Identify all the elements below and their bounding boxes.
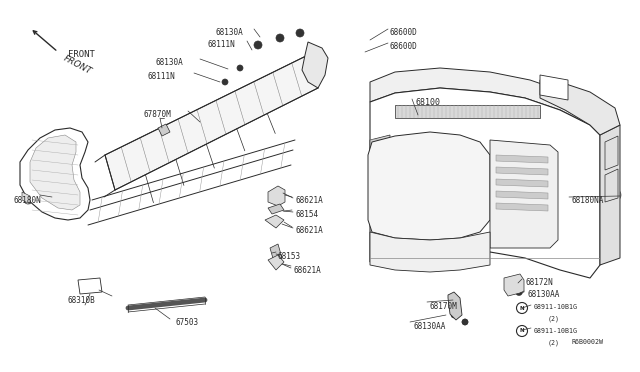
Polygon shape bbox=[268, 186, 285, 206]
Polygon shape bbox=[496, 167, 548, 175]
Polygon shape bbox=[30, 135, 80, 210]
Text: 08911-10B1G: 08911-10B1G bbox=[534, 304, 578, 310]
Text: N: N bbox=[520, 328, 524, 334]
Polygon shape bbox=[496, 203, 548, 211]
Text: 68153: 68153 bbox=[278, 252, 301, 261]
Text: 68130AA: 68130AA bbox=[527, 290, 559, 299]
Circle shape bbox=[24, 166, 32, 174]
Polygon shape bbox=[370, 135, 390, 215]
Circle shape bbox=[276, 34, 284, 42]
Polygon shape bbox=[504, 274, 524, 296]
Circle shape bbox=[451, 312, 457, 318]
Circle shape bbox=[385, 145, 475, 235]
Circle shape bbox=[482, 188, 498, 204]
Text: R6B0002W: R6B0002W bbox=[572, 339, 604, 345]
Text: 68180NA: 68180NA bbox=[572, 196, 604, 205]
Text: 68621A: 68621A bbox=[293, 266, 321, 275]
Text: (2): (2) bbox=[548, 339, 560, 346]
Text: 68621A: 68621A bbox=[295, 196, 323, 205]
Text: 68100: 68100 bbox=[415, 98, 440, 107]
Text: 68600D: 68600D bbox=[390, 42, 418, 51]
Polygon shape bbox=[540, 75, 568, 100]
Polygon shape bbox=[270, 244, 282, 262]
Polygon shape bbox=[268, 204, 284, 214]
Text: FRONT: FRONT bbox=[62, 54, 93, 76]
Text: 08911-10B1G: 08911-10B1G bbox=[534, 328, 578, 334]
Circle shape bbox=[462, 319, 468, 325]
Polygon shape bbox=[78, 278, 102, 294]
Text: 68111N: 68111N bbox=[148, 72, 176, 81]
Circle shape bbox=[254, 41, 262, 49]
Circle shape bbox=[395, 155, 465, 225]
Text: 68310B: 68310B bbox=[68, 296, 96, 305]
Circle shape bbox=[24, 196, 32, 204]
Polygon shape bbox=[20, 128, 90, 220]
Text: 68180N: 68180N bbox=[14, 196, 42, 205]
Circle shape bbox=[462, 319, 468, 325]
Polygon shape bbox=[496, 155, 548, 163]
Circle shape bbox=[296, 29, 304, 37]
Text: 68154: 68154 bbox=[295, 210, 318, 219]
Polygon shape bbox=[22, 192, 30, 204]
Polygon shape bbox=[605, 136, 618, 170]
Polygon shape bbox=[302, 42, 328, 88]
Polygon shape bbox=[105, 55, 318, 190]
Polygon shape bbox=[265, 215, 284, 228]
Text: 68130AA: 68130AA bbox=[413, 322, 445, 331]
Polygon shape bbox=[600, 125, 620, 265]
Text: 67503: 67503 bbox=[175, 318, 198, 327]
Polygon shape bbox=[540, 80, 620, 135]
Text: 67870M: 67870M bbox=[143, 110, 171, 119]
Circle shape bbox=[515, 289, 522, 295]
Text: 68170M: 68170M bbox=[430, 302, 458, 311]
Polygon shape bbox=[448, 292, 462, 320]
Text: FRONT: FRONT bbox=[68, 50, 95, 59]
Polygon shape bbox=[370, 88, 600, 278]
Polygon shape bbox=[368, 132, 490, 240]
Polygon shape bbox=[370, 68, 600, 135]
Text: 68621A: 68621A bbox=[295, 226, 323, 235]
Text: 68111N: 68111N bbox=[208, 40, 236, 49]
Text: 68130A: 68130A bbox=[215, 28, 243, 37]
Circle shape bbox=[484, 209, 496, 221]
Circle shape bbox=[609, 189, 621, 201]
Circle shape bbox=[516, 302, 527, 314]
Polygon shape bbox=[496, 191, 548, 199]
Text: 68600D: 68600D bbox=[390, 28, 418, 37]
Polygon shape bbox=[490, 140, 558, 248]
Circle shape bbox=[516, 326, 527, 337]
Circle shape bbox=[222, 79, 228, 85]
Polygon shape bbox=[268, 255, 284, 270]
Polygon shape bbox=[158, 124, 170, 136]
Text: 68172N: 68172N bbox=[525, 278, 553, 287]
Polygon shape bbox=[605, 169, 618, 202]
Text: (2): (2) bbox=[548, 315, 560, 321]
Circle shape bbox=[237, 65, 243, 71]
Polygon shape bbox=[395, 105, 540, 118]
Polygon shape bbox=[496, 179, 548, 187]
Text: N: N bbox=[520, 305, 524, 311]
Text: 68130A: 68130A bbox=[155, 58, 183, 67]
Polygon shape bbox=[370, 232, 490, 272]
